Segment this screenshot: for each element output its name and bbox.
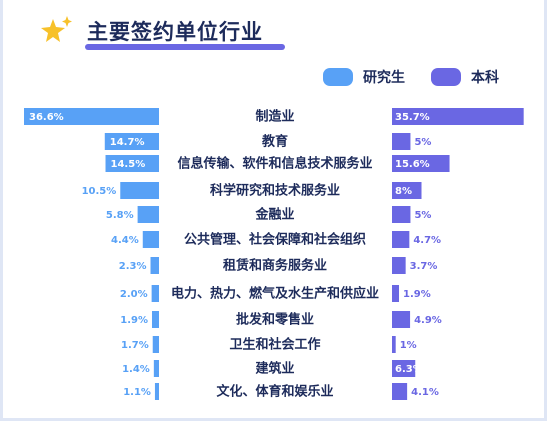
undergraduate-bar <box>392 108 524 125</box>
graduate-value-label: 1.1% <box>123 387 151 398</box>
undergraduate-value-label: 5% <box>414 137 431 148</box>
undergraduate-bar <box>392 257 406 274</box>
category-label: 批发和零售业 <box>236 312 314 328</box>
butterfly-bar-chart: 36.6% 制造业 35.7% 14.7% 教育 5% 14.5% 信息传输、软件和信息技术服… <box>24 108 524 400</box>
graduate-value-label: 5.8% <box>106 210 134 221</box>
page-title: 主要签约单位行业 <box>87 20 263 44</box>
category-label: 卫生和社会工作 <box>229 337 320 353</box>
graduate-bar <box>154 383 159 400</box>
legend-swatch-graduate <box>323 68 353 86</box>
undergraduate-bar <box>392 336 396 353</box>
legend-swatch-undergraduate <box>431 68 461 86</box>
undergraduate-value-label: 4.1% <box>411 387 439 398</box>
category-label: 教育 <box>261 134 288 150</box>
graduate-value-label: 1.7% <box>121 340 149 351</box>
graduate-bar <box>105 155 159 172</box>
category-label: 公共管理、社会保障和社会组织 <box>184 232 366 248</box>
undergraduate-value-label: 3.7% <box>410 261 438 272</box>
graduate-value-label: 14.7% <box>110 137 145 148</box>
category-label: 文化、体育和娱乐业 <box>216 384 333 400</box>
undergraduate-value-label: 6.3% <box>395 364 423 375</box>
undergraduate-bar <box>392 155 450 172</box>
category-label: 信息传输、软件和信息技术服务业 <box>177 156 372 172</box>
graduate-bar <box>150 257 159 274</box>
undergraduate-value-label: 4.9% <box>414 315 442 326</box>
category-label: 电力、热力、燃气及水生产和供应业 <box>171 286 379 302</box>
undergraduate-value-label: 35.7% <box>395 112 430 123</box>
graduate-bar <box>153 360 159 377</box>
sparkle-star-icon <box>41 16 72 42</box>
graduate-bar <box>142 231 159 248</box>
legend-label-undergraduate: 本科 <box>471 70 499 86</box>
undergraduate-bar <box>392 182 422 199</box>
undergraduate-bar <box>392 311 411 328</box>
graduate-value-label: 36.6% <box>29 112 64 123</box>
category-label: 建筑业 <box>255 361 294 377</box>
graduate-bar <box>152 336 159 353</box>
graduate-bar <box>120 182 159 199</box>
undergraduate-bar <box>392 206 411 223</box>
graduate-value-label: 1.4% <box>122 364 150 375</box>
undergraduate-value-label: 1% <box>400 340 417 351</box>
graduate-value-label: 1.9% <box>120 315 148 326</box>
undergraduate-value-label: 1.9% <box>403 289 431 300</box>
undergraduate-bar <box>392 383 408 400</box>
undergraduate-bar <box>392 231 410 248</box>
undergraduate-value-label: 8% <box>395 186 412 197</box>
undergraduate-bar <box>392 133 411 150</box>
title-underline <box>85 44 285 50</box>
undergraduate-bar <box>392 360 416 377</box>
category-label: 金融业 <box>254 207 294 223</box>
graduate-bar <box>151 285 159 302</box>
undergraduate-value-label: 15.6% <box>395 159 430 170</box>
graduate-bar <box>104 133 159 150</box>
graduate-bar <box>24 108 159 125</box>
legend-label-graduate: 研究生 <box>363 70 405 86</box>
graduate-value-label: 10.5% <box>82 186 117 197</box>
category-label: 制造业 <box>255 109 294 125</box>
undergraduate-bar <box>392 285 400 302</box>
category-label: 科学研究和技术服务业 <box>210 183 340 199</box>
undergraduate-value-label: 5% <box>414 210 431 221</box>
graduate-bar <box>137 206 159 223</box>
graduate-bar <box>151 311 159 328</box>
graduate-value-label: 2.3% <box>119 261 147 272</box>
graduate-value-label: 4.4% <box>111 235 139 246</box>
graduate-value-label: 2.0% <box>120 289 148 300</box>
graduate-value-label: 14.5% <box>111 159 146 170</box>
category-label: 租赁和商务服务业 <box>223 258 327 274</box>
undergraduate-value-label: 4.7% <box>413 235 441 246</box>
